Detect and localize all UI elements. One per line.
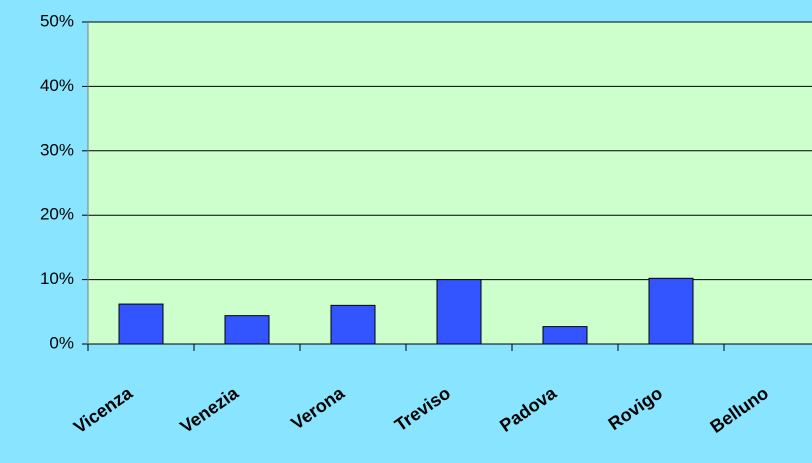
bar [542,326,588,345]
x-tick-label: Venezia [176,382,242,437]
y-tick-label: 0% [49,333,74,352]
x-tick-label: Padova [496,382,561,436]
bar [330,304,376,345]
x-tick-label: Belluno [706,383,772,437]
y-tick-label: 10% [40,269,74,288]
bar [118,303,164,345]
y-tick-label: 30% [40,140,74,159]
y-tick-label: 40% [40,76,74,95]
bar [224,315,270,345]
x-tick-label: Verona [287,382,348,433]
x-tick-label: Treviso [391,383,454,436]
y-tick-label: 20% [40,205,74,224]
y-tick-label: 50% [40,11,74,30]
bar [648,277,694,345]
x-tick-label: Vicenza [70,382,137,437]
x-tick-label: Rovigo [605,383,666,434]
bar [436,279,482,345]
